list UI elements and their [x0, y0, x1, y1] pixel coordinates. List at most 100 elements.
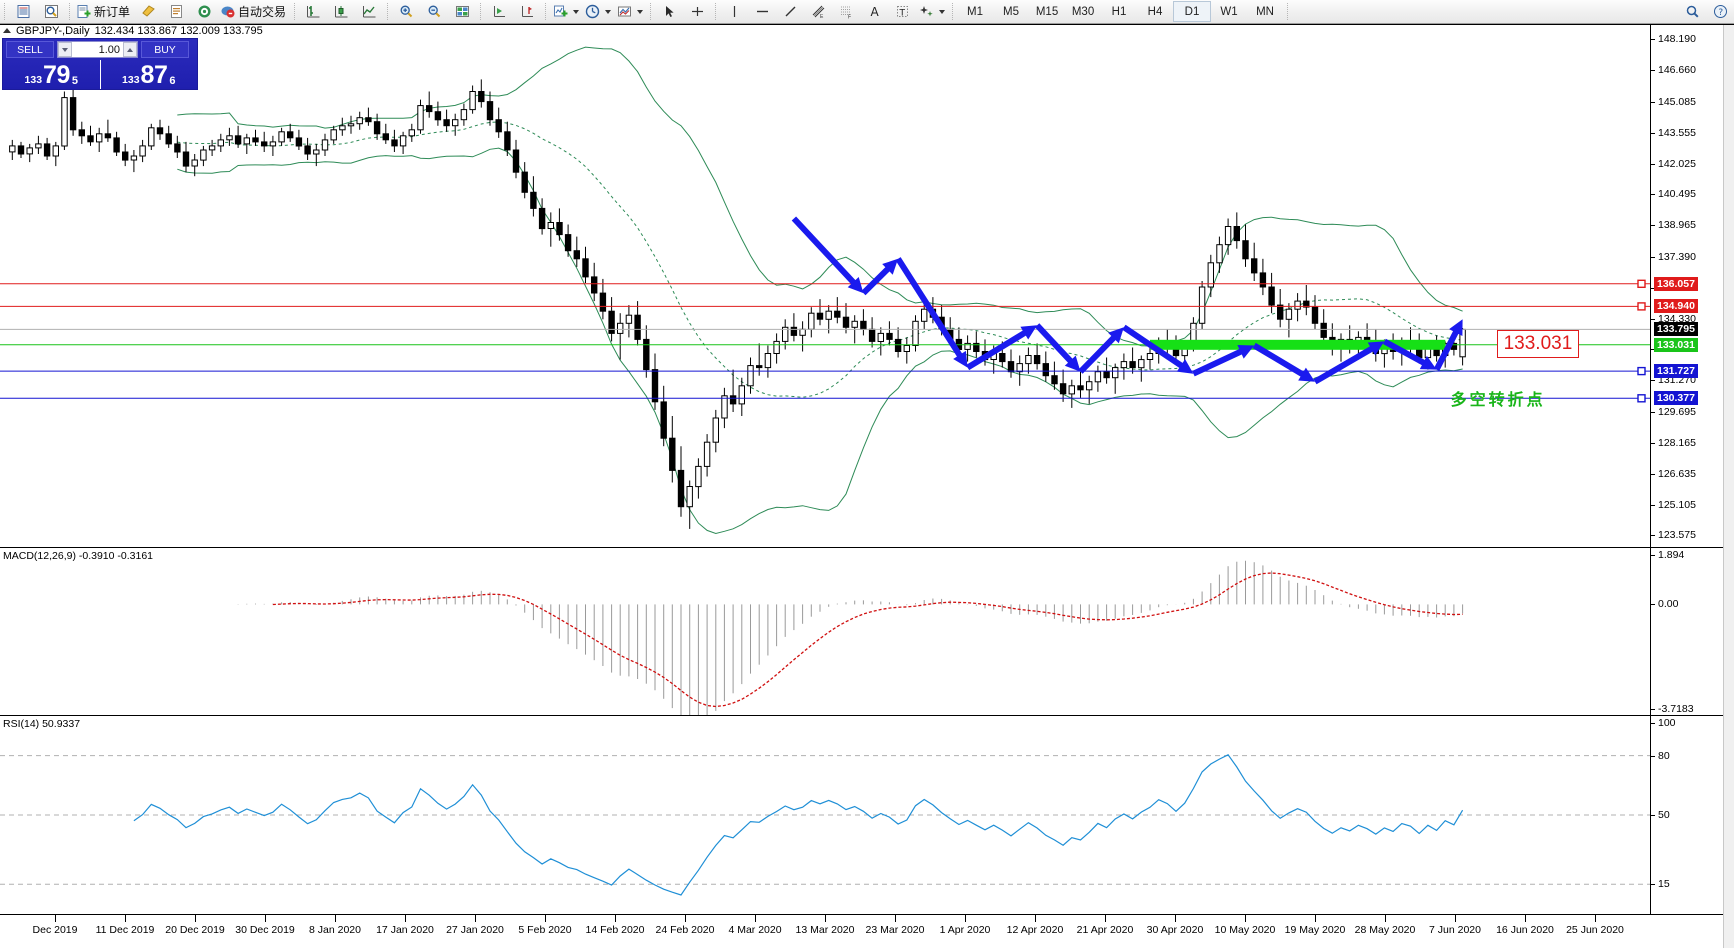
- bid-price[interactable]: 133 79 5: [3, 60, 100, 89]
- price-level-pivot-level[interactable]: 133.031: [1654, 337, 1698, 352]
- macd-tick: 0.00: [1651, 598, 1678, 610]
- buy-button[interactable]: BUY: [141, 41, 189, 58]
- time-label: 10 May 2020: [1214, 924, 1276, 936]
- toolbar-divider: [4, 3, 5, 20]
- chevron-down-icon[interactable]: [573, 9, 580, 14]
- macd-pane[interactable]: MACD(12,26,9) -0.3910 -0.3161 1.894 0.00 -…: [0, 547, 1734, 715]
- time-label: 28 May 2020: [1354, 924, 1416, 936]
- price-pane[interactable]: 148.190 146.660 145.085 143.555 142.025 140.4…: [0, 25, 1734, 547]
- fibonacci-icon[interactable]: F: [832, 1, 860, 22]
- auto-scroll-icon[interactable]: [485, 1, 513, 22]
- price-plot[interactable]: [0, 25, 1650, 547]
- terminal-icon[interactable]: [9, 1, 37, 22]
- chevron-down-icon[interactable]: [605, 9, 612, 14]
- volume-dropdown-button[interactable]: [58, 42, 72, 57]
- macd-plot[interactable]: [0, 548, 1650, 715]
- price-level-support-1[interactable]: 131.727: [1654, 364, 1698, 379]
- time-label: 20 Dec 2019: [165, 924, 225, 936]
- crosshair-icon[interactable]: [683, 1, 711, 22]
- price-tick: 140.495: [1651, 188, 1696, 200]
- one-click-trading-panel[interactable]: SELL 1.00 BUY 133 79 5 133 87 6: [2, 38, 198, 90]
- time-tick: [545, 915, 546, 922]
- bar-chart-icon[interactable]: [299, 1, 327, 22]
- ask-price[interactable]: 133 87 6: [101, 60, 198, 89]
- equidistant-channel-icon[interactable]: E: [804, 1, 832, 22]
- price-tick: 137.390: [1651, 251, 1696, 263]
- price-axis[interactable]: 148.190 146.660 145.085 143.555 142.025 140.4…: [1650, 25, 1734, 547]
- rsi-plot[interactable]: [0, 716, 1650, 914]
- rsi-axis[interactable]: 100 80 50 15: [1650, 716, 1734, 914]
- timeframe-h1[interactable]: H1: [1111, 5, 1127, 18]
- rsi-pane[interactable]: RSI(14) 50.9337 100 80 50 15: [0, 715, 1734, 914]
- time-tick: [195, 915, 196, 922]
- price-tick: 126.635: [1651, 468, 1696, 480]
- time-tick: [755, 915, 756, 922]
- time-label: Dec 2019: [32, 924, 78, 936]
- auto-trading-button[interactable]: 自动交易: [218, 1, 290, 22]
- indicators-icon[interactable]: [550, 1, 582, 22]
- price-level-resistance-2[interactable]: 134.940: [1654, 299, 1698, 314]
- time-label: 7 Jun 2020: [1429, 924, 1481, 936]
- signals-icon[interactable]: [162, 1, 190, 22]
- toolbar-divider: [294, 3, 296, 20]
- timeframe-group: M1 M5 M15 M30 H1 H4 D1 W1 MN: [957, 1, 1283, 22]
- search-icon[interactable]: [1678, 1, 1706, 22]
- trendline-icon[interactable]: [776, 1, 804, 22]
- time-tick: [1385, 915, 1386, 922]
- market-watch-icon[interactable]: [37, 1, 65, 22]
- chevron-down-icon[interactable]: [637, 9, 644, 14]
- timeframe-d1[interactable]: D1: [1173, 1, 1212, 22]
- collapse-triangle-icon[interactable]: [3, 28, 11, 33]
- time-axis[interactable]: Dec 2019 11 Dec 2019 20 Dec 2019 30 Dec 201…: [0, 914, 1734, 948]
- new-order-button[interactable]: 新订单: [74, 1, 134, 22]
- shapes-icon[interactable]: [916, 1, 948, 22]
- price-level-support-2[interactable]: 130.377: [1654, 391, 1698, 406]
- time-tick: [55, 915, 56, 922]
- time-label: 21 Apr 2020: [1076, 924, 1134, 936]
- price-callout-box[interactable]: 133.031: [1496, 329, 1580, 358]
- price-level-resistance-1[interactable]: 136.057: [1654, 276, 1698, 291]
- price-tick: 142.025: [1651, 158, 1696, 170]
- time-tick: [685, 915, 686, 922]
- volume-increment-button[interactable]: [123, 42, 137, 57]
- timeframe-m1[interactable]: M1: [967, 5, 984, 18]
- timeframe-m30[interactable]: M30: [1071, 5, 1095, 18]
- cursor-icon[interactable]: [655, 1, 683, 22]
- period-icon[interactable]: [582, 1, 614, 22]
- templates-icon[interactable]: [614, 1, 646, 22]
- zoom-out-icon[interactable]: [420, 1, 448, 22]
- zoom-in-icon[interactable]: [392, 1, 420, 22]
- price-tick: 134.330: [1651, 313, 1696, 325]
- ask-small: 6: [169, 75, 176, 87]
- price-level-last-price[interactable]: 133.795: [1654, 322, 1698, 337]
- price-tick: 129.695: [1651, 406, 1696, 418]
- toolbar-divider: [715, 3, 717, 20]
- chart-scrollbar[interactable]: [1723, 25, 1734, 948]
- chart-shift-icon[interactable]: [513, 1, 541, 22]
- volume-stepper[interactable]: 1.00: [57, 41, 138, 58]
- chart-grid-icon[interactable]: [448, 1, 476, 22]
- timeframe-w1[interactable]: W1: [1220, 5, 1238, 18]
- macd-tick: 1.894: [1651, 549, 1684, 561]
- help-icon[interactable]: ?: [1706, 1, 1734, 22]
- vertical-line-icon[interactable]: [720, 1, 748, 22]
- timeframe-m5[interactable]: M5: [1003, 5, 1020, 18]
- trend-turning-point-note[interactable]: 多空转折点: [1450, 389, 1546, 409]
- text-icon[interactable]: A: [860, 1, 888, 22]
- metaeditor-icon[interactable]: [134, 1, 162, 22]
- timeframe-mn[interactable]: MN: [1256, 5, 1274, 18]
- timeframe-h4[interactable]: H4: [1147, 5, 1163, 18]
- volume-value[interactable]: 1.00: [98, 43, 120, 56]
- chevron-down-icon[interactable]: [939, 9, 946, 14]
- line-chart-icon[interactable]: [355, 1, 383, 22]
- vps-icon[interactable]: [190, 1, 218, 22]
- time-label: 16 Jun 2020: [1496, 924, 1554, 936]
- horizontal-line-icon[interactable]: [748, 1, 776, 22]
- macd-axis[interactable]: 1.894 0.00 -3.7183: [1650, 548, 1734, 715]
- chart-area[interactable]: 148.190 146.660 145.085 143.555 142.025 140.4…: [0, 24, 1734, 948]
- candlestick-chart-icon[interactable]: [327, 1, 355, 22]
- text-label-icon[interactable]: T: [888, 1, 916, 22]
- sell-button[interactable]: SELL: [6, 41, 54, 58]
- main-toolbar: 新订单 自动交易: [0, 0, 1734, 24]
- timeframe-m15[interactable]: M15: [1035, 5, 1059, 18]
